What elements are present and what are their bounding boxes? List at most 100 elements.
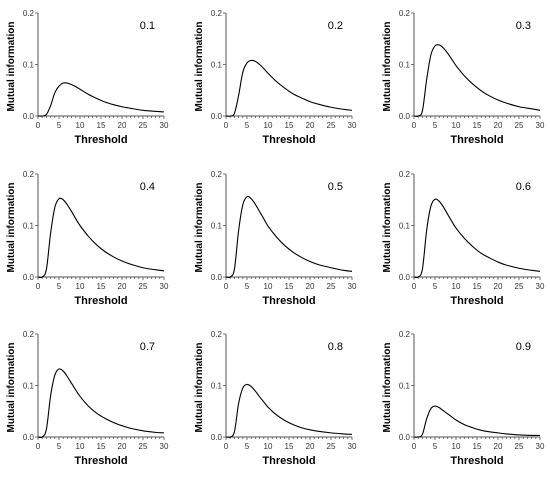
x-tick-label: 15 [473, 121, 482, 130]
y-tick-label: 0.2 [23, 9, 35, 18]
x-tick-label: 25 [515, 282, 524, 291]
x-tick-label: 20 [118, 442, 127, 451]
x-tick-label: 5 [433, 282, 438, 291]
x-axis-title: Threshold [262, 455, 315, 467]
x-tick-label: 30 [348, 282, 357, 291]
y-tick-label: 0.1 [23, 222, 35, 231]
x-tick-label: 5 [433, 442, 438, 451]
series-line [225, 195, 353, 279]
x-tick-label: 15 [285, 282, 294, 291]
x-tick-label: 0 [224, 282, 229, 291]
y-axis-title: Mutual information [6, 183, 17, 273]
x-tick-label: 0 [224, 121, 229, 130]
x-tick-label: 0 [412, 442, 417, 451]
x-axis-title: Threshold [74, 295, 127, 307]
x-tick-label: 0 [224, 442, 229, 451]
series-line [37, 82, 165, 117]
x-tick-label: 0 [412, 282, 417, 291]
x-tick-label: 25 [139, 282, 148, 291]
x-tick-label: 15 [285, 442, 294, 451]
x-tick-label: 0 [36, 282, 41, 291]
x-tick-label: 10 [264, 121, 273, 130]
y-tick-label: 0.0 [211, 273, 223, 282]
x-tick-label: 15 [285, 121, 294, 130]
x-tick-label: 10 [452, 282, 461, 291]
panel-label: 0.5 [328, 181, 343, 193]
x-tick-label: 25 [139, 442, 148, 451]
x-tick-label: 10 [264, 442, 273, 451]
y-axis-title: Mutual information [194, 343, 205, 433]
series-line [413, 198, 541, 279]
chart-panel: 0 5 10 15 20 25 30 0.0 0.1 0.2 Threshold Mutual inf… [6, 9, 169, 146]
x-axis-title: Threshold [74, 455, 127, 467]
x-tick-label: 5 [245, 121, 250, 130]
x-tick-label: 20 [118, 121, 127, 130]
y-tick-label: 0.0 [23, 273, 35, 282]
x-tick-label: 5 [245, 282, 250, 291]
series-line [37, 197, 165, 279]
y-tick-label: 0.2 [23, 330, 35, 339]
chart-panel: 0 5 10 15 20 25 30 0.0 0.1 0.2 Threshold Mutual inf… [382, 330, 545, 467]
y-axis-title: Mutual information [6, 22, 17, 112]
x-tick-label: 20 [494, 121, 503, 130]
panel-label: 0.8 [328, 341, 343, 353]
chart-panel: 0 5 10 15 20 25 30 0.0 0.1 0.2 Threshold Mutual inf… [6, 330, 169, 467]
x-tick-label: 15 [473, 282, 482, 291]
x-tick-label: 20 [494, 442, 503, 451]
x-tick-label: 25 [327, 442, 336, 451]
x-axis-title: Threshold [74, 134, 127, 146]
y-tick-label: 0.1 [399, 61, 411, 70]
chart-panel: 0 5 10 15 20 25 30 0.0 0.1 0.2 Threshold Mutual inf… [194, 170, 357, 307]
x-tick-label: 0 [36, 442, 41, 451]
chart-panel: 0 5 10 15 20 25 30 0.0 0.1 0.2 Threshold Mutual inf… [194, 9, 357, 146]
y-axis-title: Mutual information [194, 183, 205, 273]
y-tick-label: 0.1 [399, 382, 411, 391]
x-tick-label: 5 [57, 121, 62, 130]
panel-label: 0.7 [140, 341, 155, 353]
x-tick-label: 20 [306, 121, 315, 130]
y-tick-label: 0.1 [211, 222, 223, 231]
y-tick-label: 0.1 [211, 382, 223, 391]
panel-label: 0.1 [140, 20, 155, 32]
x-tick-label: 0 [36, 121, 41, 130]
x-tick-label: 25 [515, 442, 524, 451]
y-tick-label: 0.2 [23, 170, 35, 179]
y-tick-label: 0.2 [399, 9, 411, 18]
chart-panel: 0 5 10 15 20 25 30 0.0 0.1 0.2 Threshold Mutual inf… [6, 170, 169, 307]
x-tick-label: 20 [306, 282, 315, 291]
y-tick-label: 0.2 [211, 170, 223, 179]
y-tick-label: 0.0 [399, 112, 411, 121]
y-tick-label: 0.1 [211, 61, 223, 70]
y-tick-label: 0.0 [211, 433, 223, 442]
panel-label: 0.4 [140, 181, 155, 193]
series-line [225, 59, 353, 117]
x-tick-label: 20 [306, 442, 315, 451]
series-line [413, 44, 541, 117]
panel-label: 0.2 [328, 20, 343, 32]
x-tick-label: 5 [245, 442, 250, 451]
y-tick-label: 0.0 [23, 433, 35, 442]
x-tick-label: 5 [433, 121, 438, 130]
x-tick-label: 0 [412, 121, 417, 130]
y-axis-title: Mutual information [382, 22, 393, 112]
y-tick-label: 0.1 [23, 61, 35, 70]
x-tick-label: 15 [97, 121, 106, 130]
x-tick-label: 30 [160, 282, 169, 291]
y-axis-title: Mutual information [382, 343, 393, 433]
y-tick-label: 0.2 [211, 9, 223, 18]
chart-panel: 0 5 10 15 20 25 30 0.0 0.1 0.2 Threshold Mutual inf… [382, 9, 545, 146]
chart-panel: 0 5 10 15 20 25 30 0.0 0.1 0.2 Threshold Mutual inf… [382, 170, 545, 307]
x-tick-label: 5 [57, 282, 62, 291]
x-tick-label: 10 [76, 282, 85, 291]
y-tick-label: 0.0 [211, 112, 223, 121]
x-tick-label: 15 [97, 442, 106, 451]
y-tick-label: 0.1 [399, 222, 411, 231]
panel-label: 0.3 [516, 20, 531, 32]
x-tick-label: 30 [348, 442, 357, 451]
x-axis-title: Threshold [450, 134, 503, 146]
x-tick-label: 30 [160, 121, 169, 130]
x-tick-label: 30 [536, 282, 545, 291]
x-axis-title: Threshold [262, 134, 315, 146]
chart-panel: 0 5 10 15 20 25 30 0.0 0.1 0.2 Threshold Mutual inf… [194, 330, 357, 467]
x-axis-title: Threshold [450, 455, 503, 467]
